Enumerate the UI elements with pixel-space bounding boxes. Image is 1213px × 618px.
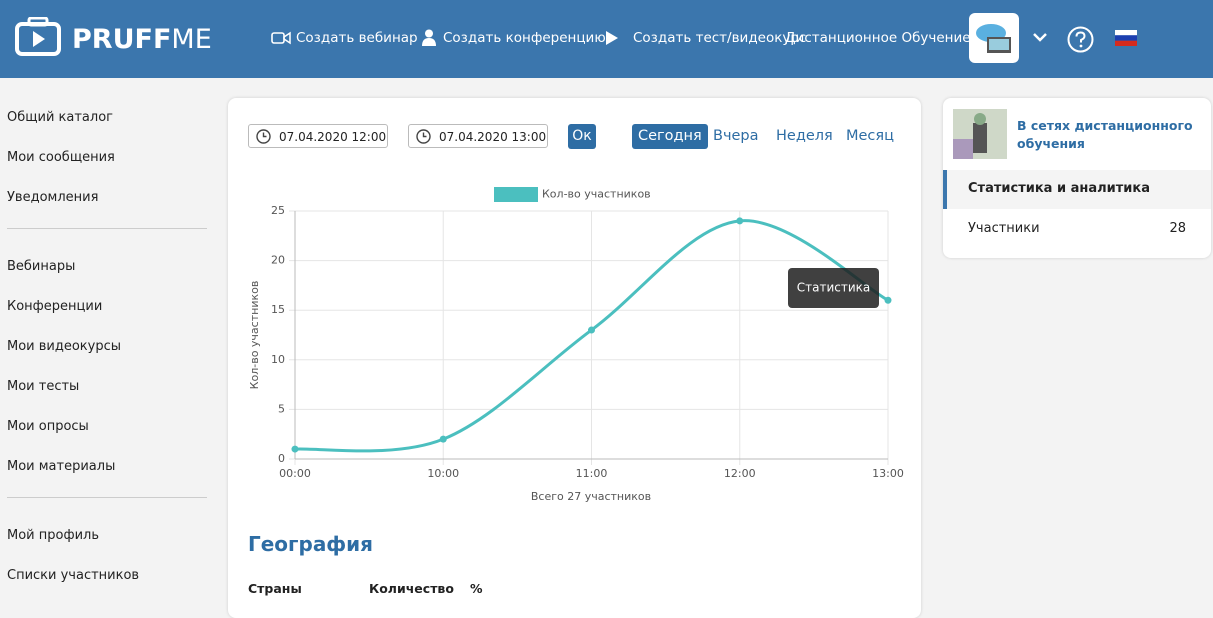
column-header: Количество	[369, 581, 454, 596]
period-button[interactable]: Месяц	[846, 128, 894, 144]
submit-button[interactable]: Ок	[568, 124, 596, 149]
x-tick-label: 12:00	[724, 467, 756, 480]
panel-title[interactable]: В сетях дистанционного обучения	[1017, 118, 1193, 151]
sidebar-item[interactable]: Мои сообщения	[7, 150, 115, 165]
clock-icon	[416, 129, 431, 144]
data-point	[884, 296, 892, 304]
panel-section[interactable]: Статистика и аналитика	[968, 181, 1150, 196]
panel-image	[953, 109, 1007, 159]
sidebar-item[interactable]: Конференции	[7, 299, 103, 314]
geography-title: География	[248, 532, 374, 556]
sidebar-item[interactable]: Мой профиль	[7, 528, 99, 543]
nav-distance[interactable]: Дистанционное Обучение	[785, 30, 971, 46]
logo-icon	[15, 17, 61, 56]
avatar[interactable]	[969, 13, 1019, 63]
icon-camera	[271, 31, 291, 45]
y-tick-label: 5	[278, 402, 285, 415]
data-point	[736, 217, 744, 225]
sidebar-item[interactable]: Мои опросы	[7, 419, 89, 434]
chart: Кол-во участников Всего 27 участников 0 5…	[248, 187, 904, 503]
x-tick-label: 00:00	[279, 467, 311, 480]
icon-play	[606, 31, 618, 45]
date-to[interactable]: 07.04.2020 13:00	[408, 124, 548, 148]
main-card	[228, 98, 921, 618]
x-tick-label: 10:00	[427, 467, 459, 480]
y-tick-label: 20	[271, 254, 285, 267]
x-tick-label: 11:00	[576, 467, 608, 480]
column-header: Страны	[248, 581, 302, 596]
panel-section-bg	[943, 170, 1211, 209]
period-button[interactable]: Неделя	[776, 128, 833, 144]
legend-swatch	[494, 187, 538, 202]
sidebar-separator	[7, 497, 207, 498]
nav-test[interactable]: Создать тест/видеокурс	[633, 30, 807, 46]
row-value: 28	[1169, 221, 1186, 236]
logo-light: ME	[171, 24, 212, 55]
avatar-image	[976, 24, 1011, 53]
y-tick-label: 25	[271, 204, 285, 217]
sidebar-item[interactable]: Мои тесты	[7, 379, 80, 394]
sidebar-item[interactable]: Общий каталог	[7, 110, 113, 125]
tooltip-text: Статистика	[797, 281, 871, 295]
sidebar-item[interactable]: Списки участников	[7, 568, 140, 583]
row-label: Участники	[968, 221, 1040, 236]
x-axis-label: Всего 27 участников	[531, 490, 651, 503]
y-tick-label: 0	[278, 452, 285, 465]
x-tick-label: 13:00	[872, 467, 904, 480]
column-header: %	[470, 581, 483, 596]
header: PRUFFME Создать вебинар Создать конферен…	[0, 0, 1213, 78]
y-tick-label: 10	[271, 353, 285, 366]
sidebar-separator	[7, 228, 207, 229]
icon-flag[interactable]	[1115, 30, 1137, 46]
period-button[interactable]: Сегодня	[632, 124, 708, 149]
logo-bold: PRUFF	[72, 24, 172, 55]
legend-label: Кол-во участников	[542, 188, 651, 201]
logo[interactable]: PRUFFME	[72, 24, 212, 55]
tooltip-box	[788, 268, 879, 308]
date-from[interactable]: 07.04.2020 12:00	[248, 124, 388, 148]
sidebar-item[interactable]: Уведомления	[7, 190, 99, 205]
icon-user	[422, 29, 436, 46]
nav-conference[interactable]: Создать конференцию	[443, 30, 606, 46]
sidebar-item[interactable]: Вебинары	[7, 259, 76, 274]
y-axis-label: Кол-во участников	[248, 281, 261, 390]
nav-webinar[interactable]: Создать вебинар	[296, 30, 418, 46]
sidebar-item[interactable]: Мои видеокурсы	[7, 339, 122, 354]
data-point	[291, 445, 299, 453]
clock-icon	[256, 129, 271, 144]
period-button[interactable]: Вчера	[713, 128, 759, 144]
data-point	[588, 326, 595, 334]
sidebar-item[interactable]: Мои материалы	[7, 459, 116, 474]
icon-chevron[interactable]	[1032, 32, 1048, 42]
icon-help[interactable]	[1067, 26, 1094, 53]
y-tick-label: 15	[271, 303, 285, 316]
data-point	[439, 435, 447, 443]
